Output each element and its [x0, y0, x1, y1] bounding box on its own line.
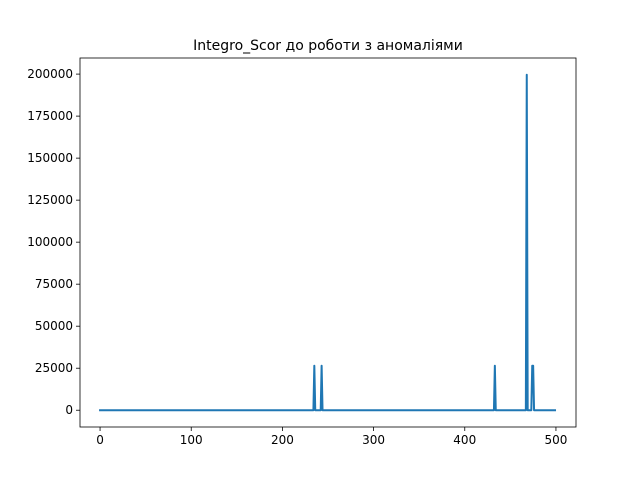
y-tick-label: 100000 [27, 235, 73, 249]
x-tick-label: 300 [362, 433, 385, 447]
y-tick-label: 0 [65, 403, 73, 417]
plot-area: 0 100 200 300 400 500 0 25000 50000 75000 100000 12… [27, 57, 577, 447]
x-tick-label: 200 [271, 433, 294, 447]
axes-frame [79, 57, 577, 428]
y-tick-label: 125000 [27, 193, 73, 207]
y-tick-label: 200000 [27, 67, 73, 81]
x-tick-label: 0 [96, 433, 104, 447]
x-tick-label: 100 [180, 433, 203, 447]
y-tick-label: 175000 [27, 109, 73, 123]
y-tick-label: 25000 [35, 361, 73, 375]
series-line-0 [99, 73, 557, 412]
y-tick-label: 75000 [35, 277, 73, 291]
x-tick-label: 400 [453, 433, 476, 447]
y-tick-label: 50000 [35, 319, 73, 333]
x-tick-label: 500 [544, 433, 567, 447]
y-tick-label: 150000 [27, 151, 73, 165]
chart-title: Integro_Scor до роботи з аномаліями [193, 38, 463, 54]
